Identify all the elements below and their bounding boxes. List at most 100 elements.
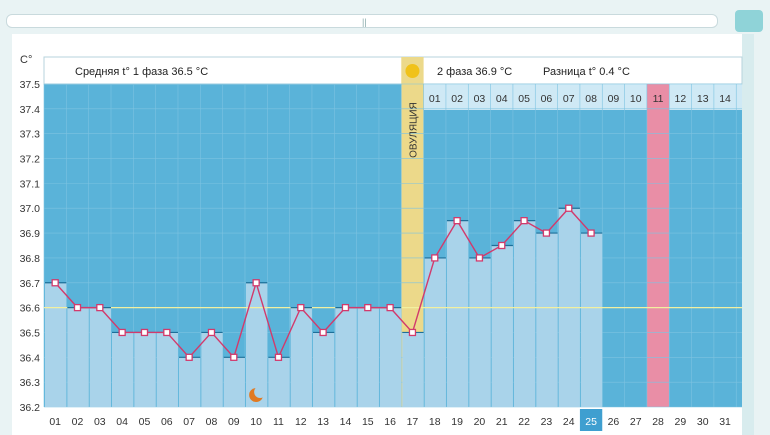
point-day-09[interactable] bbox=[230, 353, 238, 361]
highlight-column bbox=[646, 84, 670, 407]
x-tick-08: 08 bbox=[206, 416, 218, 428]
point-day-01[interactable] bbox=[51, 279, 59, 287]
x-tick-13: 13 bbox=[317, 416, 329, 428]
luteal-day-07: 07 bbox=[563, 93, 575, 105]
luteal-day-06: 06 bbox=[541, 93, 553, 105]
point-day-06[interactable] bbox=[163, 328, 171, 337]
x-tick-22: 22 bbox=[518, 416, 530, 428]
point-day-13[interactable] bbox=[319, 328, 327, 337]
point-day-22[interactable] bbox=[520, 217, 528, 225]
bar-day-25 bbox=[580, 233, 603, 407]
point-day-07[interactable] bbox=[185, 353, 193, 361]
point-day-21[interactable] bbox=[498, 241, 506, 250]
x-tick-20: 20 bbox=[474, 416, 486, 428]
bar-day-06 bbox=[156, 332, 178, 407]
point-day-04[interactable] bbox=[118, 328, 126, 337]
luteal-day-05: 05 bbox=[518, 93, 530, 105]
y-tick-37.0: 37.0 bbox=[20, 203, 41, 215]
x-tick-06: 06 bbox=[161, 416, 173, 428]
today-marker bbox=[579, 409, 603, 431]
point-day-15[interactable] bbox=[364, 303, 372, 312]
y-tick-36.6: 36.6 bbox=[20, 303, 41, 315]
x-tick-25: 25 bbox=[585, 416, 597, 428]
point-day-24[interactable] bbox=[565, 204, 573, 212]
x-tick-26: 26 bbox=[608, 416, 620, 428]
x-tick-02: 02 bbox=[72, 416, 84, 428]
x-tick-21: 21 bbox=[496, 416, 508, 428]
bar-day-21 bbox=[491, 245, 513, 407]
y-tick-36.4: 36.4 bbox=[20, 352, 41, 364]
point-day-05[interactable] bbox=[140, 328, 149, 337]
bar-day-19 bbox=[446, 220, 469, 407]
point-day-12[interactable] bbox=[297, 303, 305, 312]
x-tick-16: 16 bbox=[384, 416, 396, 428]
x-tick-30: 30 bbox=[697, 416, 709, 428]
y-tick-36.3: 36.3 bbox=[20, 377, 41, 389]
luteal-day-14: 14 bbox=[719, 93, 731, 105]
luteal-day-10: 10 bbox=[630, 93, 642, 105]
ovulation-column bbox=[401, 57, 424, 407]
bar-day-14 bbox=[335, 307, 357, 407]
sun-icon bbox=[405, 64, 420, 78]
bar-day-05 bbox=[134, 332, 156, 407]
point-day-08[interactable] bbox=[207, 328, 216, 337]
point-day-03[interactable] bbox=[96, 303, 104, 312]
luteal-day-strip bbox=[423, 84, 742, 110]
point-day-14[interactable] bbox=[341, 303, 350, 312]
point-day-18[interactable] bbox=[431, 254, 439, 262]
bar-day-12 bbox=[290, 307, 312, 407]
bar-day-11 bbox=[268, 357, 290, 407]
point-day-02[interactable] bbox=[73, 303, 82, 312]
bar-day-18 bbox=[424, 257, 446, 407]
bar-day-02 bbox=[67, 307, 89, 407]
x-tick-11: 11 bbox=[273, 416, 284, 428]
horizontal-scrollbar[interactable] bbox=[6, 14, 718, 28]
point-day-25[interactable] bbox=[587, 229, 595, 237]
bar-day-01 bbox=[45, 282, 67, 407]
luteal-day-09: 09 bbox=[608, 93, 620, 105]
bar-day-22 bbox=[513, 220, 536, 407]
window-corner-button[interactable] bbox=[735, 10, 763, 32]
luteal-day-13: 13 bbox=[697, 93, 709, 105]
x-tick-29: 29 bbox=[675, 416, 687, 428]
x-tick-05: 05 bbox=[139, 416, 151, 428]
y-tick-37.3: 37.3 bbox=[20, 129, 41, 141]
y-tick-36.2: 36.2 bbox=[20, 402, 41, 414]
luteal-day-11: 11 bbox=[653, 93, 664, 105]
ovulation-label: ОВУЛЯЦИЯ bbox=[408, 102, 419, 158]
x-tick-15: 15 bbox=[362, 416, 374, 428]
x-tick-27: 27 bbox=[630, 416, 642, 428]
point-day-16[interactable] bbox=[386, 303, 394, 312]
luteal-day-12: 12 bbox=[675, 93, 687, 105]
point-day-11[interactable] bbox=[274, 353, 283, 361]
bar-day-16 bbox=[379, 307, 402, 407]
x-tick-23: 23 bbox=[541, 416, 553, 428]
luteal-day-08: 08 bbox=[585, 93, 597, 105]
phase1-average: Средняя t° 1 фаза 36.5 °C bbox=[75, 66, 208, 78]
point-day-20[interactable] bbox=[475, 254, 484, 262]
luteal-day-02: 02 bbox=[451, 93, 463, 105]
vertical-scrollbar[interactable] bbox=[742, 34, 754, 435]
y-tick-37.5: 37.5 bbox=[20, 79, 41, 91]
y-tick-36.8: 36.8 bbox=[20, 253, 41, 265]
scroll-grip-icon[interactable]: || bbox=[362, 17, 367, 27]
point-day-17[interactable] bbox=[408, 328, 417, 337]
bar-day-04 bbox=[111, 332, 134, 407]
point-day-19[interactable] bbox=[453, 217, 461, 225]
y-tick-37.4: 37.4 bbox=[20, 104, 41, 116]
point-day-23[interactable] bbox=[542, 229, 551, 237]
x-tick-28: 28 bbox=[652, 416, 664, 428]
bar-day-13 bbox=[312, 332, 335, 407]
bar-day-15 bbox=[357, 307, 379, 407]
phase2-average: 2 фаза 36.9 °C bbox=[437, 66, 512, 78]
x-tick-19: 19 bbox=[451, 416, 463, 428]
point-day-10[interactable] bbox=[252, 279, 260, 287]
y-tick-36.7: 36.7 bbox=[20, 278, 41, 290]
luteal-day-01: 01 bbox=[429, 93, 441, 105]
x-tick-24: 24 bbox=[563, 416, 575, 428]
bar-day-08 bbox=[201, 332, 223, 407]
bar-day-20 bbox=[469, 257, 491, 407]
x-tick-09: 09 bbox=[228, 416, 240, 428]
